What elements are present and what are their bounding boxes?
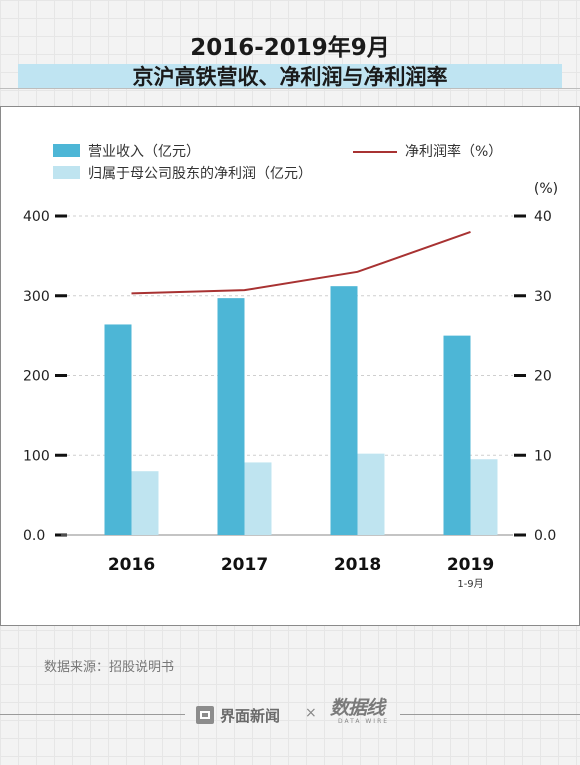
left-tick-label: 0.0: [23, 528, 45, 544]
right-tick-mark: [514, 533, 526, 537]
legend-label-margin: 净利润率（%）: [405, 143, 502, 160]
title-highlight-band: [18, 64, 562, 88]
right-axis-unit: (%): [534, 181, 558, 197]
legend-swatch-revenue: [53, 144, 80, 157]
right-tick-label: 10: [534, 448, 552, 464]
left-tick-label: 300: [23, 289, 50, 305]
x-category-label: 2019: [447, 555, 494, 575]
chart-title: 2016-2019年9月: [190, 35, 390, 61]
right-tick-label: 20: [534, 369, 552, 385]
left-tick-mark: [55, 294, 67, 298]
legend-label-net-profit: 归属于母公司股东的净利润（亿元）: [88, 165, 312, 182]
right-tick-label: 0.0: [534, 528, 556, 544]
x-category-sublabel: 1-9月: [457, 578, 483, 590]
brand: 界面新闻: [196, 704, 280, 726]
header-divider: [0, 88, 580, 89]
left-tick-mark: [55, 374, 67, 377]
right-tick-label: 40: [534, 209, 552, 225]
chart-card: 营业收入（亿元） 归属于母公司股东的净利润（亿元） 净利润率（%） (%) 0.0 0.0…: [0, 106, 580, 626]
bar-net-profit: [470, 459, 498, 535]
left-tick-label: 100: [23, 448, 50, 464]
bar-net-profit: [357, 453, 385, 535]
bar-revenue: [443, 335, 471, 535]
left-tick-mark: [55, 214, 67, 218]
bar-revenue: [217, 298, 245, 535]
bar-revenue: [104, 324, 132, 535]
right-tick-mark: [514, 374, 526, 377]
line-net-margin: [131, 231, 471, 295]
chart-svg: 营业收入（亿元） 归属于母公司股东的净利润（亿元） 净利润率（%） (%) 0.0 0.0…: [23, 143, 558, 590]
legend-label-revenue: 营业收入（亿元）: [88, 144, 200, 160]
footer-line-left: [0, 714, 185, 715]
right-tick-label: 30: [534, 289, 552, 305]
right-tick-mark: [514, 214, 526, 218]
left-tick-label: 400: [23, 209, 50, 225]
x-category-label: 2017: [221, 555, 268, 575]
datawire-sub: DATA WIRE: [338, 718, 390, 725]
datawire-name: 数据线: [330, 697, 385, 719]
chart-subtitle: 京沪高铁营收、净利润与净利润率: [132, 65, 448, 89]
x-category-label: 2016: [108, 555, 155, 575]
left-tick-label: 200: [23, 369, 50, 385]
jiemian-logo-icon: [196, 706, 214, 724]
bar-net-profit: [244, 462, 272, 535]
legend-swatch-net-profit: [53, 166, 80, 179]
bar-net-profit: [131, 471, 159, 535]
x-category-label: 2018: [334, 555, 381, 575]
left-tick-mark: [55, 453, 67, 457]
separator: ×: [305, 705, 317, 721]
bar-revenue: [330, 286, 358, 535]
right-tick-mark: [514, 453, 526, 457]
right-tick-mark: [514, 294, 526, 298]
data-source: 数据来源：招股说明书: [44, 660, 175, 675]
datawire-logo: 数据线 DATA WIRE: [330, 698, 392, 728]
footer-line-right: [400, 714, 580, 715]
brand-name: 界面新闻: [220, 706, 281, 725]
